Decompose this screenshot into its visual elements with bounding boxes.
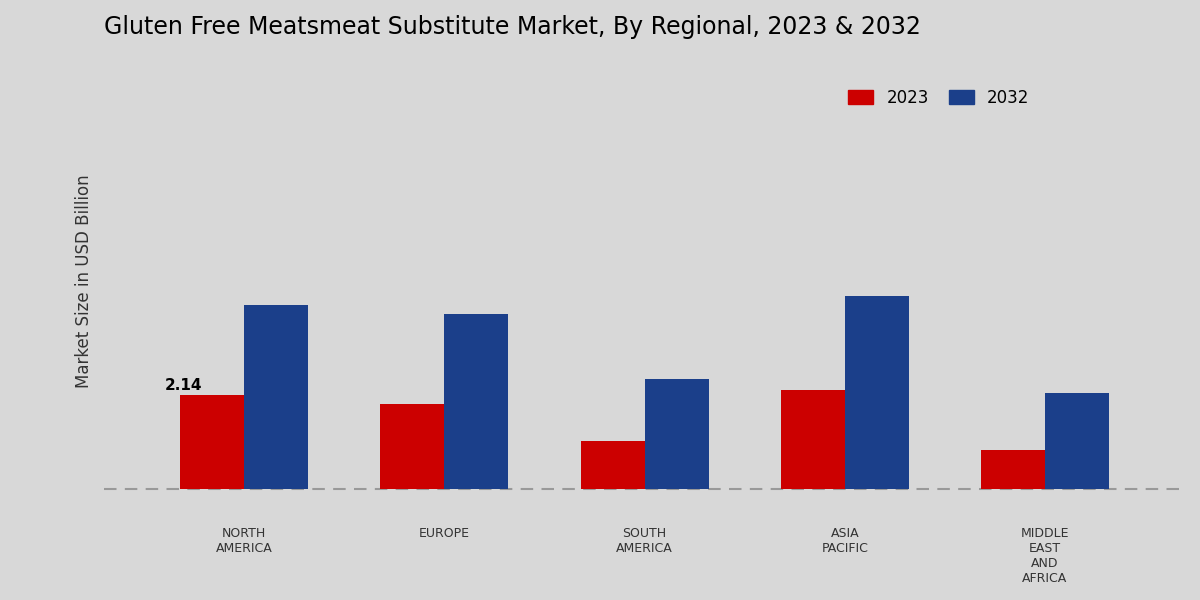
Bar (380, 404, 444, 489)
Text: 2.14: 2.14 (164, 378, 202, 393)
Bar (180, 395, 245, 489)
Bar (444, 314, 509, 489)
Bar (245, 305, 308, 489)
Legend: 2023, 2032: 2023, 2032 (841, 82, 1036, 113)
Bar (581, 441, 644, 489)
Text: Gluten Free Meatsmeat Substitute Market, By Regional, 2023 & 2032: Gluten Free Meatsmeat Substitute Market,… (104, 15, 920, 39)
Bar (781, 391, 845, 489)
Bar (980, 449, 1045, 489)
Bar (1045, 392, 1109, 489)
Y-axis label: Market Size in USD Billion: Market Size in USD Billion (74, 174, 94, 388)
Bar (644, 379, 709, 489)
Bar (845, 296, 908, 489)
